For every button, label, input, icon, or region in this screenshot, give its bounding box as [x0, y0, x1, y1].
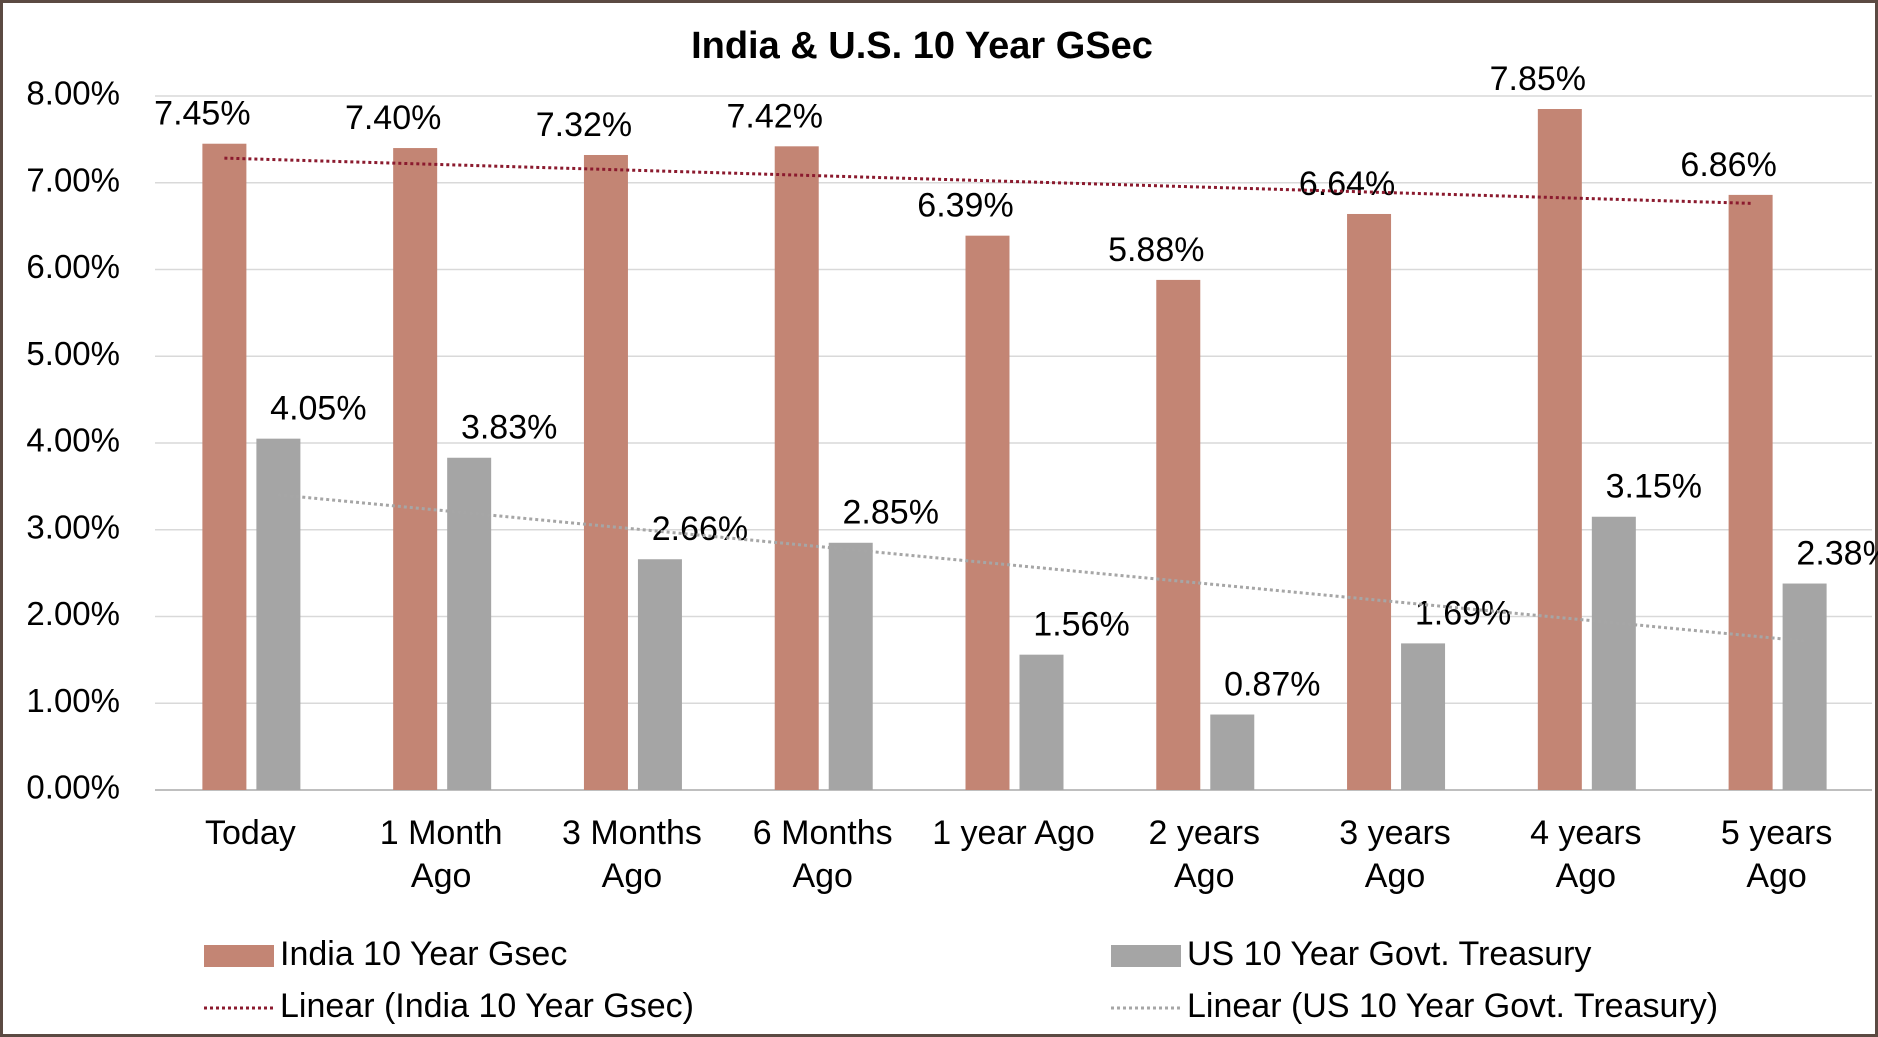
legend-label: US 10 Year Govt. Treasury [1187, 935, 1591, 973]
y-tick-label: 2.00% [26, 595, 120, 632]
x-tick-label: 1 year Ago [932, 814, 1095, 852]
x-tick-label: 2 years Ago [1148, 814, 1261, 895]
y-tick-label: 8.00% [26, 75, 120, 112]
data-label: 7.45% [154, 95, 250, 133]
chart-title: India & U.S. 10 Year GSec [691, 25, 1153, 67]
y-tick-label: 0.00% [26, 769, 120, 806]
bar [1401, 643, 1446, 790]
data-label: 7.42% [727, 97, 823, 135]
y-tick-label: 1.00% [26, 682, 120, 719]
data-label: 3.15% [1606, 468, 1702, 506]
data-label: 2.85% [843, 494, 939, 532]
data-label: 7.40% [345, 99, 441, 137]
bar [1347, 213, 1392, 791]
bar [1728, 194, 1773, 790]
data-label: 3.83% [461, 409, 557, 447]
bar [1537, 109, 1582, 790]
data-label: 0.87% [1224, 666, 1320, 704]
x-tick-label: Today [205, 814, 296, 852]
y-tick-label: 6.00% [26, 248, 120, 285]
bar [1591, 516, 1636, 790]
bar [393, 148, 438, 791]
data-label: 2.66% [652, 510, 748, 548]
bar [1156, 279, 1201, 790]
legend-swatch [204, 945, 274, 967]
bar [774, 146, 819, 790]
legend-swatch [1111, 945, 1181, 967]
data-label: 2.38% [1796, 535, 1878, 573]
data-label: 5.88% [1108, 231, 1204, 269]
y-tick-label: 7.00% [26, 161, 120, 198]
bar [202, 143, 247, 790]
legend-label: India 10 Year Gsec [280, 935, 567, 973]
bar [828, 542, 873, 790]
x-tick-label: 3 Months Ago [562, 814, 702, 895]
bar [447, 457, 492, 790]
y-tick-label: 5.00% [26, 335, 120, 372]
data-label: 7.32% [536, 106, 632, 144]
data-label: 6.64% [1299, 165, 1395, 203]
x-tick-label: 3 years Ago [1339, 814, 1451, 895]
bar [1019, 654, 1064, 790]
legend-label: Linear (US 10 Year Govt. Treasury) [1187, 987, 1718, 1025]
legend-label: Linear (India 10 Year Gsec) [280, 987, 694, 1025]
bar [1782, 583, 1827, 790]
data-label: 6.86% [1680, 146, 1776, 184]
x-tick-label: 1 Month Ago [379, 814, 503, 895]
bar [637, 559, 682, 790]
data-label: 1.69% [1415, 594, 1511, 632]
data-label: 7.85% [1490, 60, 1586, 98]
data-label: 4.05% [270, 390, 366, 428]
y-tick-label: 4.00% [26, 422, 120, 459]
bar [965, 235, 1010, 791]
data-label: 6.39% [917, 187, 1013, 225]
x-tick-label: 5 years Ago [1720, 814, 1833, 895]
bar [1210, 714, 1255, 790]
data-label: 1.56% [1033, 606, 1129, 644]
x-tick-label: 4 years Ago [1530, 814, 1642, 895]
trendline [224, 156, 1751, 205]
bar [583, 154, 628, 791]
y-tick-label: 3.00% [26, 508, 120, 545]
x-tick-label: 6 Months Ago [752, 814, 893, 895]
bar [256, 438, 301, 790]
